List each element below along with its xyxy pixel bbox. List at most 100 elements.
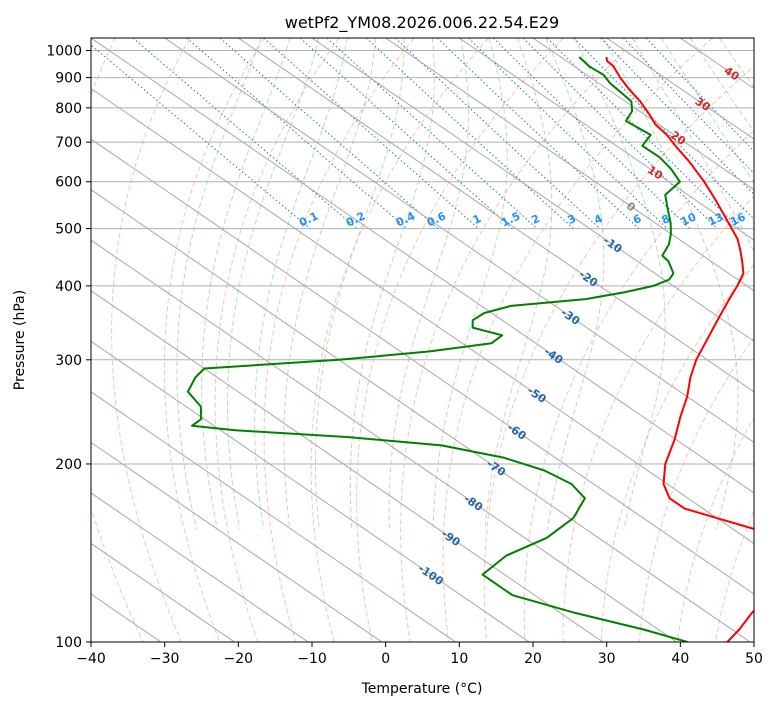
isotherm-label: -20: [576, 268, 600, 290]
y-tick-label: 900: [55, 71, 82, 87]
moist-adiabat: [176, 38, 262, 530]
x-tick-label: 30: [598, 651, 616, 667]
isotherm-line: [606, 38, 754, 140]
sounding-series: [186, 56, 754, 642]
moist-adiabat: [689, 38, 754, 133]
dry-adiabat: [523, 129, 754, 642]
moist-adiabat: [201, 38, 291, 530]
mixing-ratio-line: [522, 38, 718, 229]
moist-adiabat: [349, 38, 435, 530]
mixing-ratio-line: [326, 38, 538, 229]
y-axis-ticks: 1000 900 800 700 600 500 400 300 200 100: [46, 44, 91, 651]
moist-adiabat: [227, 38, 320, 530]
temperature-profile: [605, 56, 754, 642]
x-tick-label: −40: [76, 651, 106, 667]
horizontal-gridlines: [91, 50, 754, 642]
isotherm-line: [91, 38, 754, 494]
isotherm-line: [311, 38, 754, 342]
isotherm-line: [91, 189, 751, 642]
mixing-ratio-labels: 0.10.20.40.611.52346810131620253036: [297, 209, 772, 229]
mixing-ratio-line: [600, 38, 754, 195]
dewpoint-profile: [186, 56, 688, 642]
isotherm-label: -50: [525, 384, 549, 406]
mixing-ratio-line: [492, 38, 691, 229]
dry-adiabat: [483, 65, 754, 642]
isotherm-line: [753, 38, 754, 39]
moist-adiabat: [283, 38, 377, 530]
isotherm-line: [91, 492, 309, 642]
y-tick-label: 600: [55, 175, 82, 191]
isotherm-line: [91, 239, 677, 642]
moist-adiabat: [432, 38, 508, 530]
dry-adiabat: [163, 38, 265, 642]
dry-adiabat: [263, 38, 415, 642]
isotherm-label: 30: [693, 95, 713, 115]
isotherm-label: 10: [645, 163, 665, 183]
isotherm-line: [532, 38, 754, 191]
mixing-ratio-label: 20: [752, 210, 772, 228]
y-tick-label: 100: [55, 635, 82, 651]
y-tick-label: 200: [55, 457, 82, 473]
isotherm-line: [91, 542, 235, 642]
dry-adiabat: [562, 195, 754, 642]
mixing-ratio-line: [365, 38, 574, 229]
x-tick-label: 10: [450, 651, 468, 667]
mixing-ratio-label: 0.6: [425, 209, 448, 229]
isotherm-label: 40: [722, 64, 742, 84]
mixing-ratio-line: [299, 38, 513, 229]
isotherm-line: [91, 441, 383, 642]
y-tick-label: 800: [55, 101, 82, 117]
y-tick-label: 500: [55, 222, 82, 238]
x-axis-label: Temperature (°C): [361, 681, 483, 697]
isotherm-line: [385, 38, 754, 292]
dry-adiabats: [91, 38, 754, 642]
isotherm-lines: [91, 38, 754, 642]
moist-adiabat: [631, 38, 754, 253]
chart-title: wetPf2_YM08.2026.006.22.54.E29: [285, 13, 559, 33]
x-tick-label: 0: [381, 651, 390, 667]
mixing-ratio-label: 13: [706, 210, 725, 228]
dry-adiabat: [638, 336, 754, 642]
x-axis-ticks: −40 −30 −20 −10 0 10 20 30 40 50: [76, 642, 763, 667]
dry-adiabat: [111, 38, 191, 642]
mixing-ratio-label: 1: [471, 212, 483, 227]
isotherm-label: -90: [439, 527, 463, 549]
mixing-ratio-line: [623, 38, 754, 174]
dry-adiabat: [91, 38, 144, 642]
mixing-ratio-line: [437, 38, 640, 229]
y-tick-label: 300: [55, 353, 82, 369]
dry-adiabat: [214, 38, 340, 642]
plot-frame: [90, 37, 755, 643]
y-tick-label: 400: [55, 279, 82, 295]
moist-adiabat: [315, 38, 405, 530]
moist-adiabats: [176, 38, 754, 530]
mixing-ratio-line: [263, 38, 479, 229]
x-tick-label: 20: [524, 651, 542, 667]
dry-adiabat: [715, 509, 754, 642]
y-tick-label: 700: [55, 135, 82, 151]
mixing-ratio-line: [132, 38, 358, 229]
moist-adiabat: [718, 38, 754, 88]
mixing-ratio-line: [91, 44, 311, 229]
x-tick-label: −10: [297, 651, 327, 667]
dry-adiabat: [676, 416, 754, 642]
isotherm-line: [164, 38, 754, 444]
moist-adiabat: [660, 38, 754, 184]
mixing-ratio-label: 10: [679, 210, 699, 228]
mixing-ratio-label: 4: [592, 212, 605, 227]
isotherm-line: [91, 87, 754, 545]
isotherm-line: [91, 391, 456, 642]
y-axis-label: Pressure (hPa): [12, 290, 28, 390]
x-tick-label: −20: [224, 651, 254, 667]
isotherm-label: -70: [484, 457, 508, 479]
mixing-ratio-label: 0.4: [394, 209, 417, 229]
isotherm-label: -100: [416, 562, 446, 589]
isotherm-line: [91, 340, 530, 642]
isotherm-label: -30: [558, 306, 582, 328]
moist-adiabat: [388, 38, 469, 530]
mixing-ratio-line: [573, 38, 754, 220]
dry-adiabat: [400, 38, 639, 642]
mixing-ratio-line: [468, 38, 668, 229]
dry-adiabat: [310, 38, 489, 642]
